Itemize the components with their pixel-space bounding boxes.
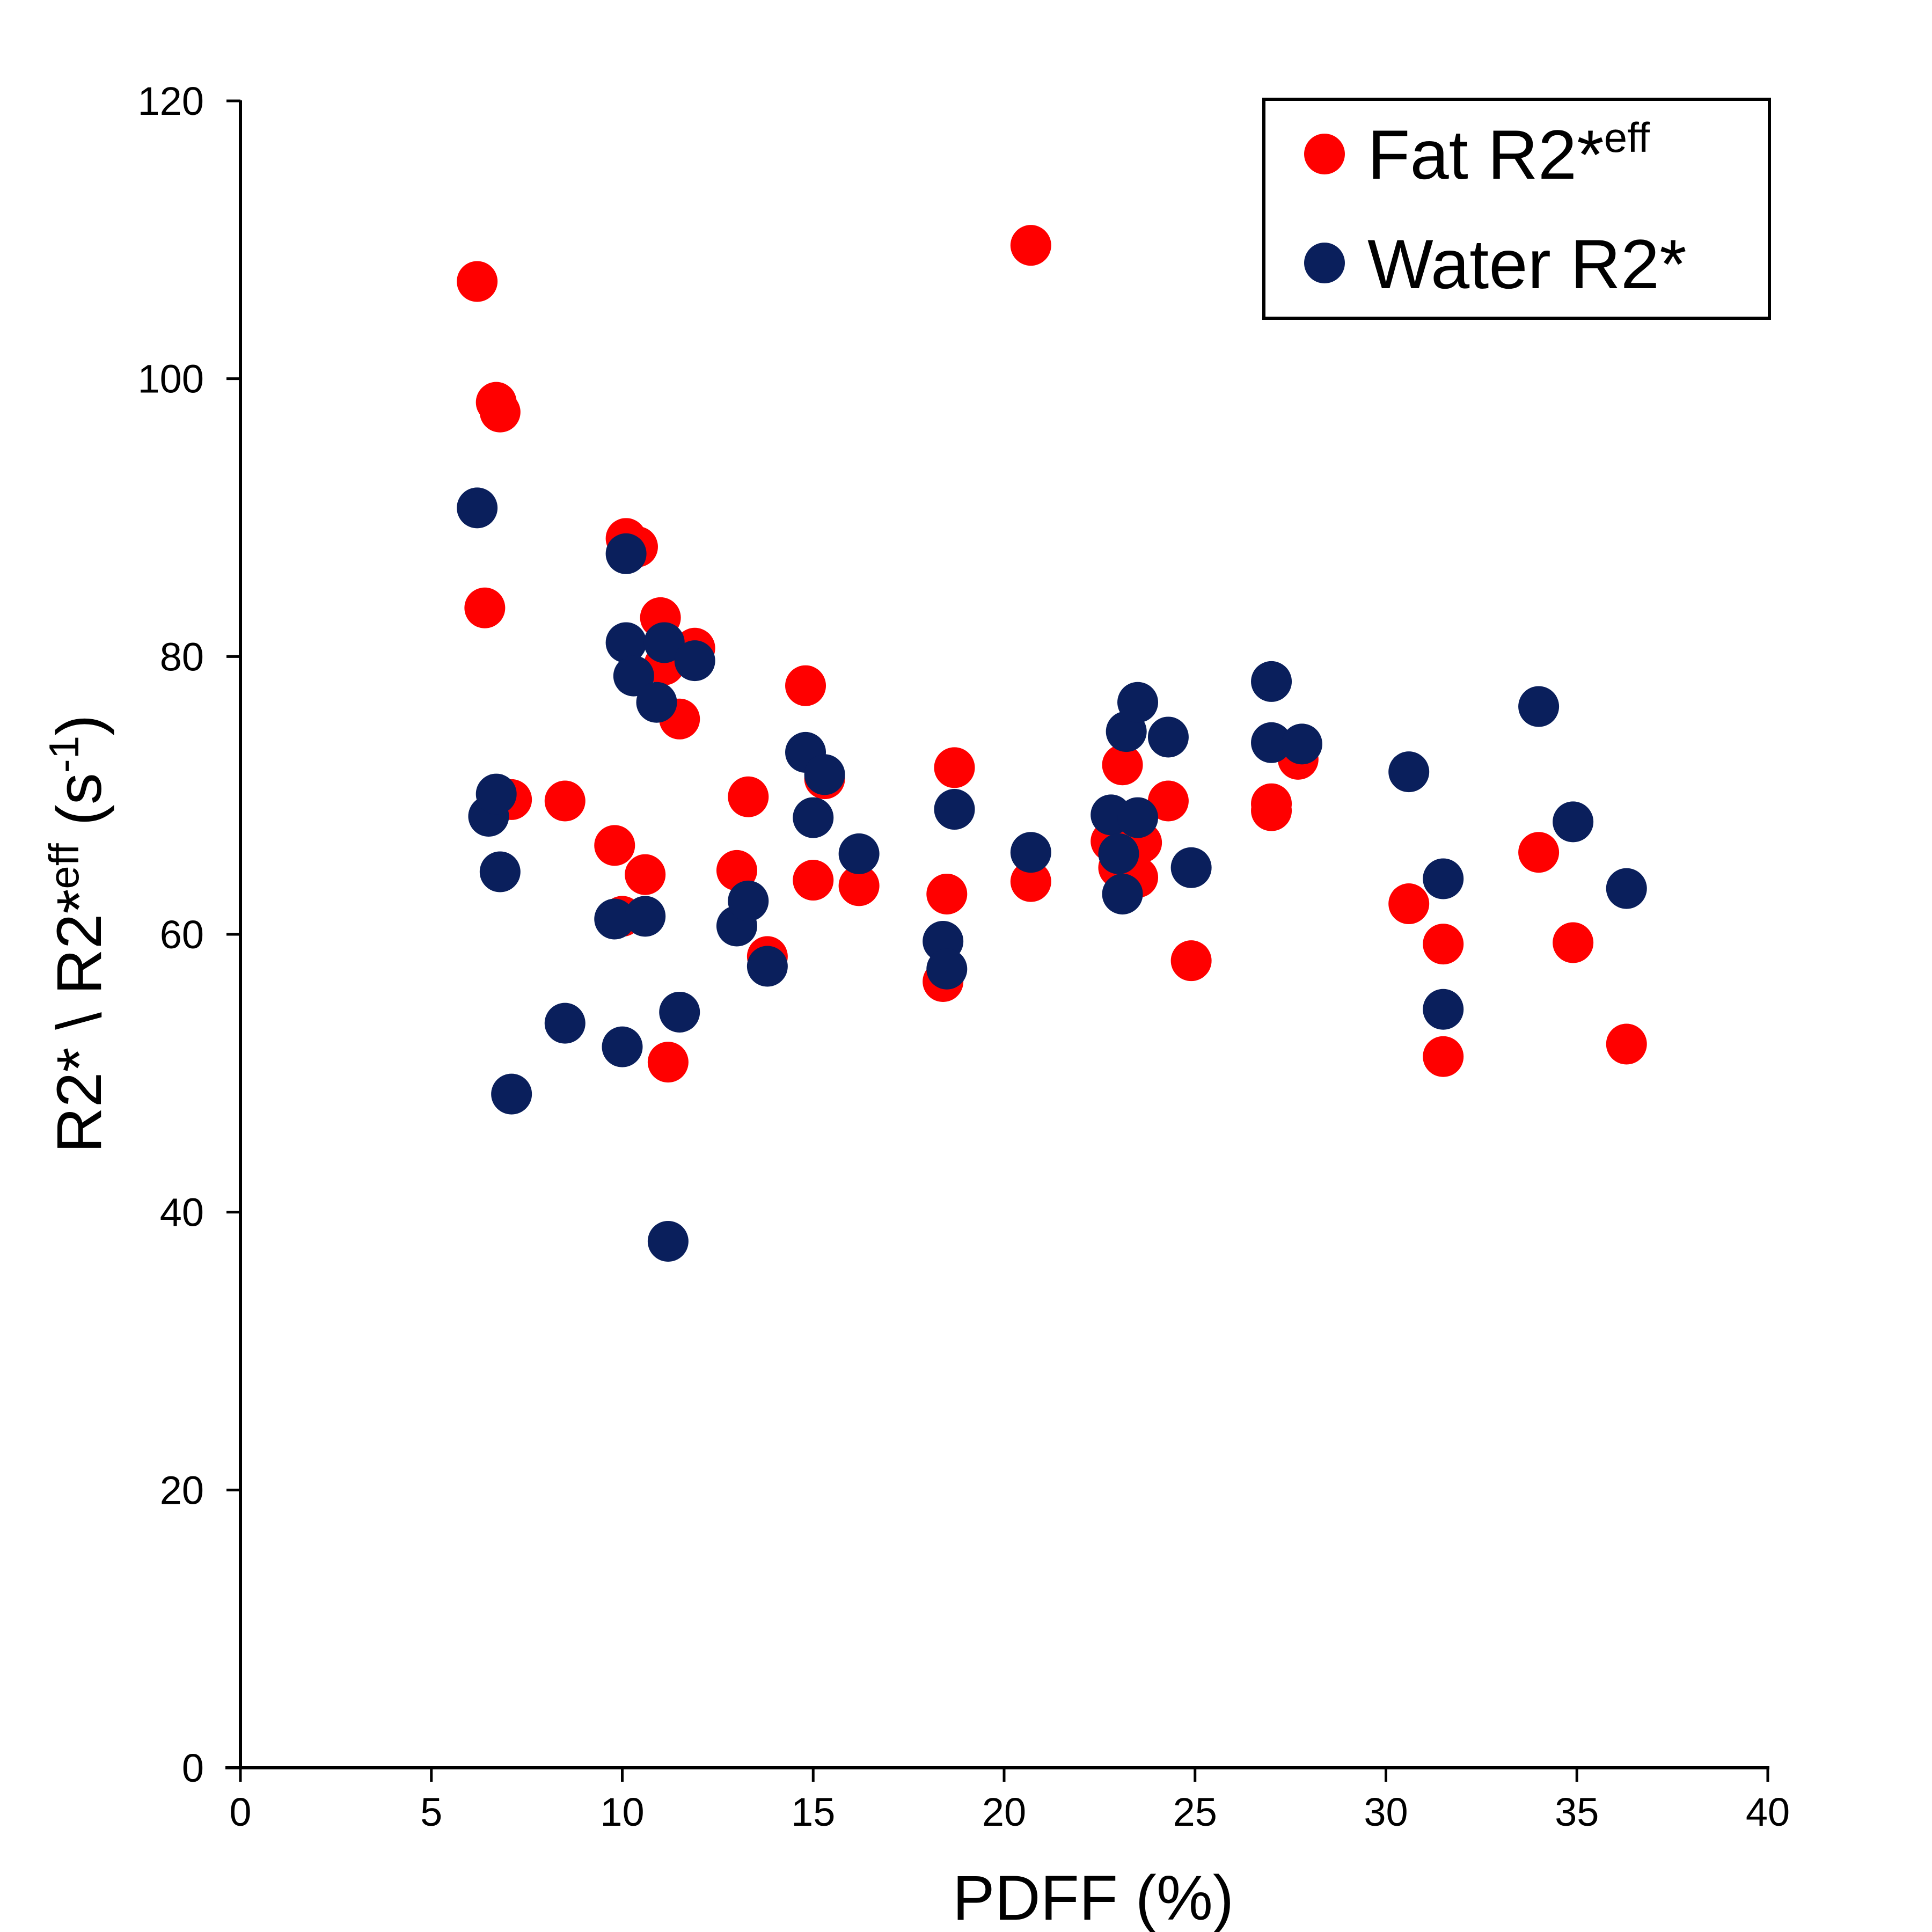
fat-point — [785, 665, 826, 706]
y-tick-label: 60 — [160, 912, 204, 957]
fat-point — [625, 854, 666, 895]
water-point — [934, 789, 975, 830]
fat-point — [1423, 924, 1464, 965]
y-tick-label: 120 — [138, 79, 204, 123]
chart-axes — [225, 100, 1769, 1769]
water-point — [926, 948, 968, 990]
water-point — [1553, 801, 1594, 843]
water-series — [457, 487, 1647, 1262]
water-point — [1117, 682, 1159, 723]
water-point — [491, 1073, 532, 1115]
legend: Fat R2*eff Water R2* — [1262, 98, 1771, 320]
x-axis-title: PDFF (%) — [953, 1863, 1234, 1932]
water-point — [793, 797, 834, 838]
legend-box — [1262, 98, 1771, 320]
water-point — [1010, 832, 1051, 873]
water-point — [643, 622, 685, 663]
x-tick-label: 35 — [1555, 1790, 1599, 1834]
x-tick-label: 0 — [229, 1790, 251, 1834]
water-point — [544, 1002, 586, 1044]
water-point — [1102, 873, 1143, 914]
water-point — [1388, 751, 1430, 793]
water-point — [838, 833, 880, 874]
fat-point — [793, 860, 834, 901]
y-tick-label: 0 — [182, 1746, 204, 1790]
fat-point — [1147, 780, 1189, 822]
water-point — [647, 1221, 689, 1262]
x-tick-label: 25 — [1173, 1790, 1217, 1834]
fat-point — [728, 776, 769, 817]
water-point — [613, 655, 654, 697]
water-point — [747, 946, 788, 987]
x-tick-label: 20 — [982, 1790, 1026, 1834]
water-point — [674, 640, 715, 682]
fat-point — [716, 850, 757, 891]
legend-fat-label: Fat R2*eff — [1367, 114, 1650, 194]
water-point — [594, 898, 635, 940]
water-point — [602, 1026, 643, 1067]
x-tick-label: 5 — [420, 1790, 442, 1834]
fat-point — [1553, 922, 1594, 963]
x-tick-label: 40 — [1746, 1790, 1790, 1834]
x-tick-label: 10 — [600, 1790, 644, 1834]
water-point — [1518, 686, 1560, 727]
fat-point — [479, 391, 521, 433]
water-point — [1606, 868, 1647, 909]
water-point — [1251, 722, 1292, 763]
water-point — [625, 896, 666, 937]
fat-point — [544, 780, 586, 822]
axis-ticks: 0 5 10 15 20 25 30 35 40 0 20 40 60 80 100 120 — [138, 79, 1790, 1834]
water-point — [1170, 847, 1212, 888]
water-point — [1281, 723, 1322, 765]
fat-point — [1606, 1023, 1647, 1065]
water-point — [479, 851, 521, 892]
water-point — [457, 487, 498, 529]
y-axis-title: R2* \ R2*eff (s-1) — [40, 715, 115, 1153]
water-point — [1423, 989, 1464, 1030]
legend-fat-marker — [1304, 134, 1345, 174]
y-tick-label: 20 — [160, 1468, 204, 1512]
fat-point — [1010, 225, 1051, 266]
fat-point — [838, 865, 880, 906]
water-point — [605, 622, 647, 663]
fat-point — [464, 587, 506, 628]
chart-marks — [457, 225, 1647, 1262]
water-point — [659, 991, 700, 1033]
fat-point — [934, 747, 975, 788]
x-tick-label: 15 — [791, 1790, 835, 1834]
water-point — [1117, 797, 1159, 838]
water-point — [636, 682, 677, 723]
water-point — [1098, 833, 1139, 874]
y-tick-label: 100 — [138, 357, 204, 401]
water-point — [728, 880, 769, 921]
fat-point — [594, 825, 635, 866]
legend-water-label: Water R2* — [1367, 225, 1687, 303]
fat-point — [926, 873, 968, 914]
y-tick-label: 40 — [160, 1190, 204, 1235]
fat-point — [1251, 783, 1292, 824]
water-point — [1147, 716, 1189, 758]
water-point — [475, 773, 517, 815]
fat-point — [1423, 1036, 1464, 1077]
fat-point — [647, 1042, 689, 1083]
x-tick-label: 30 — [1364, 1790, 1408, 1834]
fat-point — [1518, 832, 1560, 873]
fat-point — [1010, 861, 1051, 902]
water-point — [1423, 858, 1464, 899]
water-point — [1251, 661, 1292, 702]
fat-point — [1102, 744, 1143, 786]
water-point — [605, 533, 647, 574]
fat-point — [1388, 883, 1430, 925]
water-point — [804, 754, 845, 795]
fat-point — [1170, 940, 1212, 982]
legend-water-marker — [1304, 243, 1345, 283]
fat-point — [457, 261, 498, 302]
y-tick-label: 80 — [160, 634, 204, 679]
